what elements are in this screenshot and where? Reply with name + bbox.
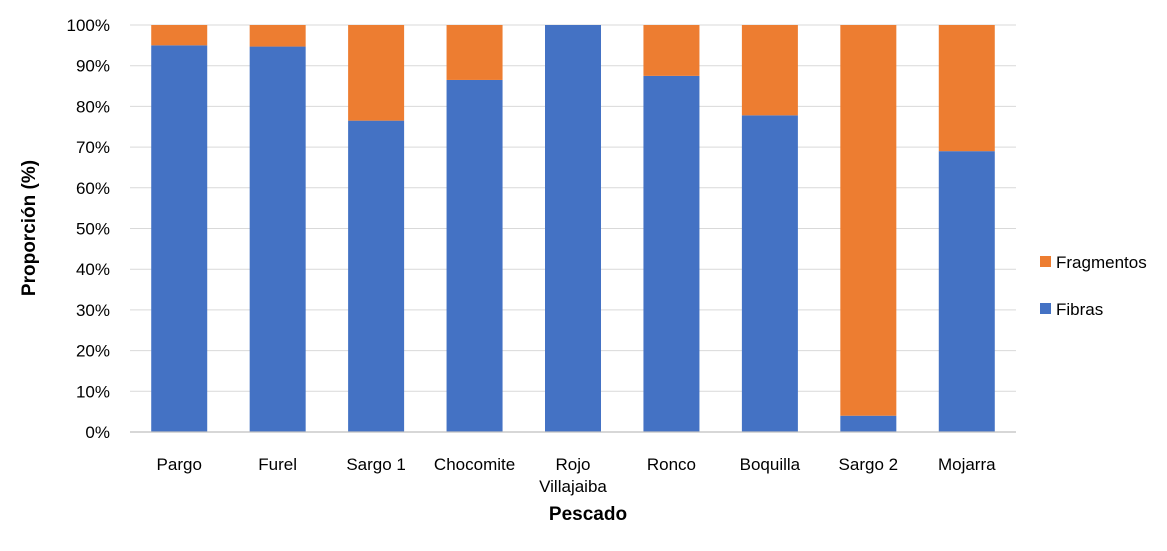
y-tick-label: 60% xyxy=(76,179,110,198)
y-tick-label: 100% xyxy=(67,16,110,35)
bar-fragmentos-0 xyxy=(151,25,208,46)
x-axis-title: Pescado xyxy=(549,504,627,525)
bar-fragmentos-8 xyxy=(938,25,995,152)
y-tick-label: 20% xyxy=(76,342,110,361)
bar-fibras-1 xyxy=(249,46,306,433)
x-tick-label: Rojo Villajaiba xyxy=(539,455,607,496)
x-tick-label: Ronco xyxy=(647,455,696,474)
axes: 0% 10% 20% 30% 40% 50% 60% 70% 80% 90% 100% Pargo Fu… xyxy=(67,16,1016,496)
bar-fragmentos-1 xyxy=(249,25,306,47)
x-tick-label-line: Chocomite xyxy=(434,455,515,474)
bar-fibras-7 xyxy=(840,415,897,432)
y-tick-label: 0% xyxy=(85,423,110,442)
y-tick-label: 40% xyxy=(76,260,110,279)
legend: Fragmentos Fibras xyxy=(1040,253,1147,319)
bar-fragmentos-7 xyxy=(840,25,897,416)
bar-fibras-5 xyxy=(643,75,700,432)
y-tick-label: 90% xyxy=(76,57,110,76)
x-tick-label: Sargo 2 xyxy=(839,455,899,474)
bar-fibras-6 xyxy=(741,115,798,432)
bar-fibras-0 xyxy=(151,45,208,432)
legend-swatch-fragmentos xyxy=(1040,256,1051,267)
bars xyxy=(151,25,995,433)
bar-fibras-3 xyxy=(446,79,503,432)
bar-fibras-4 xyxy=(545,25,601,432)
bar-fragmentos-3 xyxy=(446,25,503,80)
bar-fibras-2 xyxy=(348,120,405,433)
x-tick-label-line: Furel xyxy=(258,455,297,474)
x-tick-label: Sargo 1 xyxy=(346,455,406,474)
x-tick-label-line: Ronco xyxy=(647,455,696,474)
x-tick-label-line: Boquilla xyxy=(740,455,801,474)
legend-swatch-fibras xyxy=(1040,303,1051,314)
y-tick-label: 70% xyxy=(76,138,110,157)
x-tick-label: Mojarra xyxy=(938,455,996,474)
bar-fragmentos-6 xyxy=(741,25,798,116)
x-tick-label-line: Sargo 1 xyxy=(346,455,406,474)
legend-label-fibras: Fibras xyxy=(1056,300,1103,319)
y-tick-label: 80% xyxy=(76,97,110,116)
x-tick-label-line: Mojarra xyxy=(938,455,996,474)
x-tick-label-line: Sargo 2 xyxy=(839,455,899,474)
bar-fibras-8 xyxy=(938,151,995,433)
y-tick-label: 50% xyxy=(76,220,110,239)
x-tick-label: Furel xyxy=(258,455,297,474)
bar-fragmentos-5 xyxy=(643,25,700,76)
x-tick-label-line: Rojo xyxy=(556,455,591,474)
y-tick-label: 30% xyxy=(76,301,110,320)
bar-fragmentos-2 xyxy=(348,25,405,121)
x-tick-label: Chocomite xyxy=(434,455,515,474)
x-tick-label: Boquilla xyxy=(740,455,801,474)
y-tick-label: 10% xyxy=(76,382,110,401)
x-tick-label-line: Pargo xyxy=(157,455,202,474)
y-axis-title: Proporción (%) xyxy=(19,160,40,296)
x-tick-label-line: Villajaiba xyxy=(539,477,607,496)
x-tick-label: Pargo xyxy=(157,455,202,474)
legend-label-fragmentos: Fragmentos xyxy=(1056,253,1147,272)
